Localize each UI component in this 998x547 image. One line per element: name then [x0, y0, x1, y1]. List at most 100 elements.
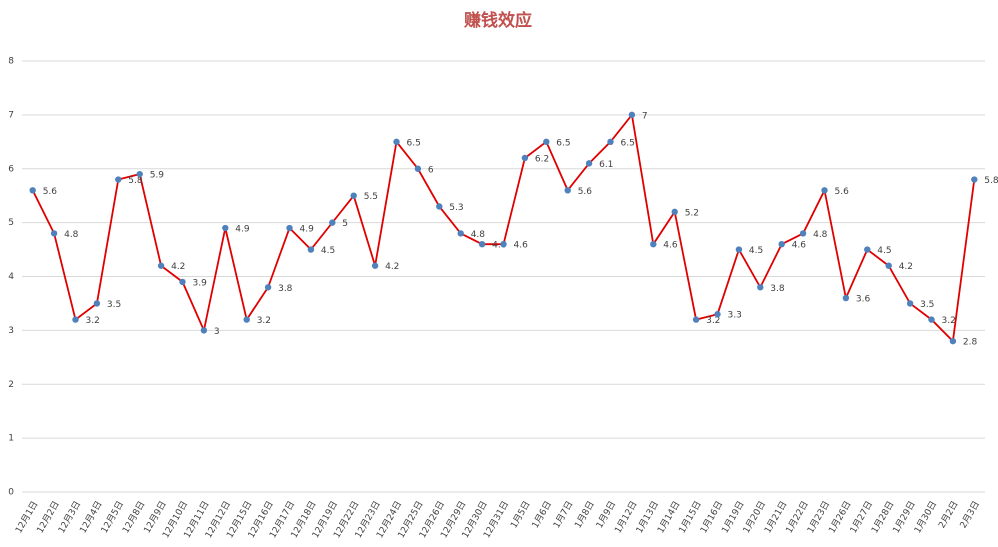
y-tick-label: 7 — [8, 110, 14, 120]
x-tick-label: 1月5日 — [508, 499, 532, 530]
marker — [928, 316, 935, 323]
data-label: 4.8 — [471, 230, 486, 240]
data-label: 4.6 — [492, 241, 507, 251]
y-tick-label: 0 — [8, 488, 14, 498]
data-label: 6 — [428, 165, 434, 175]
y-tick-label: 1 — [8, 434, 14, 444]
data-label: 5.5 — [364, 192, 378, 202]
data-label: 5.2 — [685, 208, 699, 218]
marker — [799, 230, 807, 237]
data-label: 6.5 — [556, 138, 570, 148]
data-label: 5 — [342, 219, 348, 229]
data-label: 5.6 — [835, 187, 850, 197]
marker — [222, 224, 229, 232]
data-label: 5.6 — [43, 187, 58, 197]
x-tick-label: 1月9日 — [594, 499, 618, 530]
data-label: 4.5 — [749, 246, 763, 256]
data-label: 3.2 — [86, 316, 100, 326]
marker — [200, 327, 208, 334]
marker — [478, 240, 486, 248]
marker — [29, 187, 36, 194]
marker — [543, 138, 550, 146]
marker — [307, 246, 315, 253]
data-label: 2.8 — [963, 338, 978, 348]
marker — [414, 165, 422, 172]
marker — [842, 294, 850, 302]
data-label: 4.5 — [877, 246, 891, 256]
data-label: 4.9 — [235, 225, 250, 235]
data-label: 6.5 — [621, 138, 635, 148]
marker — [821, 187, 828, 194]
data-label: 3.5 — [920, 300, 934, 310]
y-tick-label: 5 — [8, 218, 14, 228]
y-tick-label: 2 — [8, 380, 14, 390]
marker — [179, 278, 186, 286]
data-label: 5.8 — [128, 176, 143, 186]
marker — [264, 284, 272, 291]
marker — [607, 138, 614, 146]
marker — [50, 230, 58, 237]
line — [31, 112, 976, 344]
marker — [906, 300, 914, 307]
data-label: 3.8 — [278, 284, 293, 294]
data-label: 5.3 — [449, 203, 463, 213]
marker — [329, 219, 336, 226]
data-label: 5.6 — [578, 187, 593, 197]
data-label: 4.2 — [385, 262, 399, 272]
data-label: 3 — [214, 327, 220, 337]
y-tick-label: 6 — [8, 164, 14, 174]
marker — [457, 230, 464, 237]
data-label: 7 — [642, 111, 648, 121]
marker — [692, 316, 700, 323]
marker — [885, 262, 892, 269]
data-label: 4.2 — [171, 262, 185, 272]
data-label: 6.5 — [407, 138, 421, 148]
x-tick-label: 1月7日 — [551, 499, 575, 530]
marker — [436, 203, 443, 210]
marker — [564, 187, 571, 194]
marker — [757, 284, 764, 291]
y-tick-label: 3 — [8, 326, 14, 336]
data-label: 5.9 — [150, 171, 165, 181]
marker — [735, 246, 743, 253]
data-label: 4.2 — [899, 262, 913, 272]
data-label: 6.1 — [599, 160, 613, 170]
chart-title: 赚钱效应 — [463, 10, 532, 31]
x-tick-label: 2月2日 — [936, 499, 960, 530]
data-label: 3.3 — [728, 311, 742, 321]
marker — [585, 160, 593, 167]
marker — [72, 316, 79, 323]
marker — [115, 176, 122, 183]
data-label: 4.8 — [813, 230, 828, 240]
data-label: 3.2 — [706, 316, 720, 326]
marker — [971, 176, 978, 183]
data-label: 3.2 — [257, 316, 271, 326]
marker — [286, 224, 293, 232]
x-tick-label: 1月8日 — [573, 499, 597, 530]
marker — [350, 192, 357, 199]
data-label: 4.8 — [64, 230, 79, 240]
data-label: 3.2 — [942, 316, 956, 326]
marker — [628, 111, 636, 119]
data-label: 4.6 — [514, 241, 529, 251]
data-label: 3.6 — [856, 295, 871, 305]
marker — [243, 316, 250, 323]
marker — [157, 262, 165, 269]
marker — [864, 246, 871, 253]
marker — [136, 170, 143, 178]
data-label: 3.5 — [107, 300, 121, 310]
x-tick-label: 1月6日 — [530, 499, 554, 530]
marker — [93, 300, 101, 307]
data-label: 5.8 — [984, 176, 998, 186]
y-tick-label: 4 — [8, 272, 14, 282]
data-label: 4.9 — [300, 225, 315, 235]
x-tick-label: 2月3日 — [958, 499, 982, 530]
data-label: 4.6 — [663, 241, 678, 251]
marker — [500, 240, 507, 248]
marker — [714, 311, 721, 318]
data-label: 3.8 — [770, 284, 785, 294]
data-label: 3.9 — [193, 278, 208, 288]
marker — [949, 337, 957, 345]
